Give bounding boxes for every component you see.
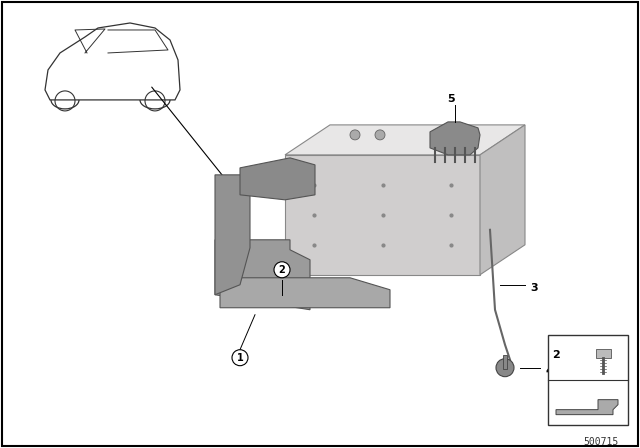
Polygon shape <box>480 125 525 275</box>
Text: 4: 4 <box>545 366 553 376</box>
Text: 2: 2 <box>552 350 560 360</box>
Polygon shape <box>556 400 618 415</box>
Circle shape <box>274 262 290 278</box>
Polygon shape <box>285 125 525 155</box>
Circle shape <box>496 359 514 377</box>
Polygon shape <box>240 158 315 200</box>
Polygon shape <box>220 278 390 308</box>
Text: 3: 3 <box>530 283 538 293</box>
Text: 2: 2 <box>278 265 285 275</box>
Polygon shape <box>430 122 480 155</box>
Polygon shape <box>215 175 250 295</box>
Circle shape <box>232 350 248 366</box>
FancyBboxPatch shape <box>285 155 480 275</box>
Text: 5: 5 <box>447 94 455 104</box>
FancyBboxPatch shape <box>595 349 611 358</box>
Text: 500715: 500715 <box>584 437 619 447</box>
Circle shape <box>375 130 385 140</box>
Bar <box>548 335 628 425</box>
Bar <box>503 355 507 369</box>
Text: 1: 1 <box>237 353 243 363</box>
Circle shape <box>350 130 360 140</box>
Polygon shape <box>215 240 310 310</box>
